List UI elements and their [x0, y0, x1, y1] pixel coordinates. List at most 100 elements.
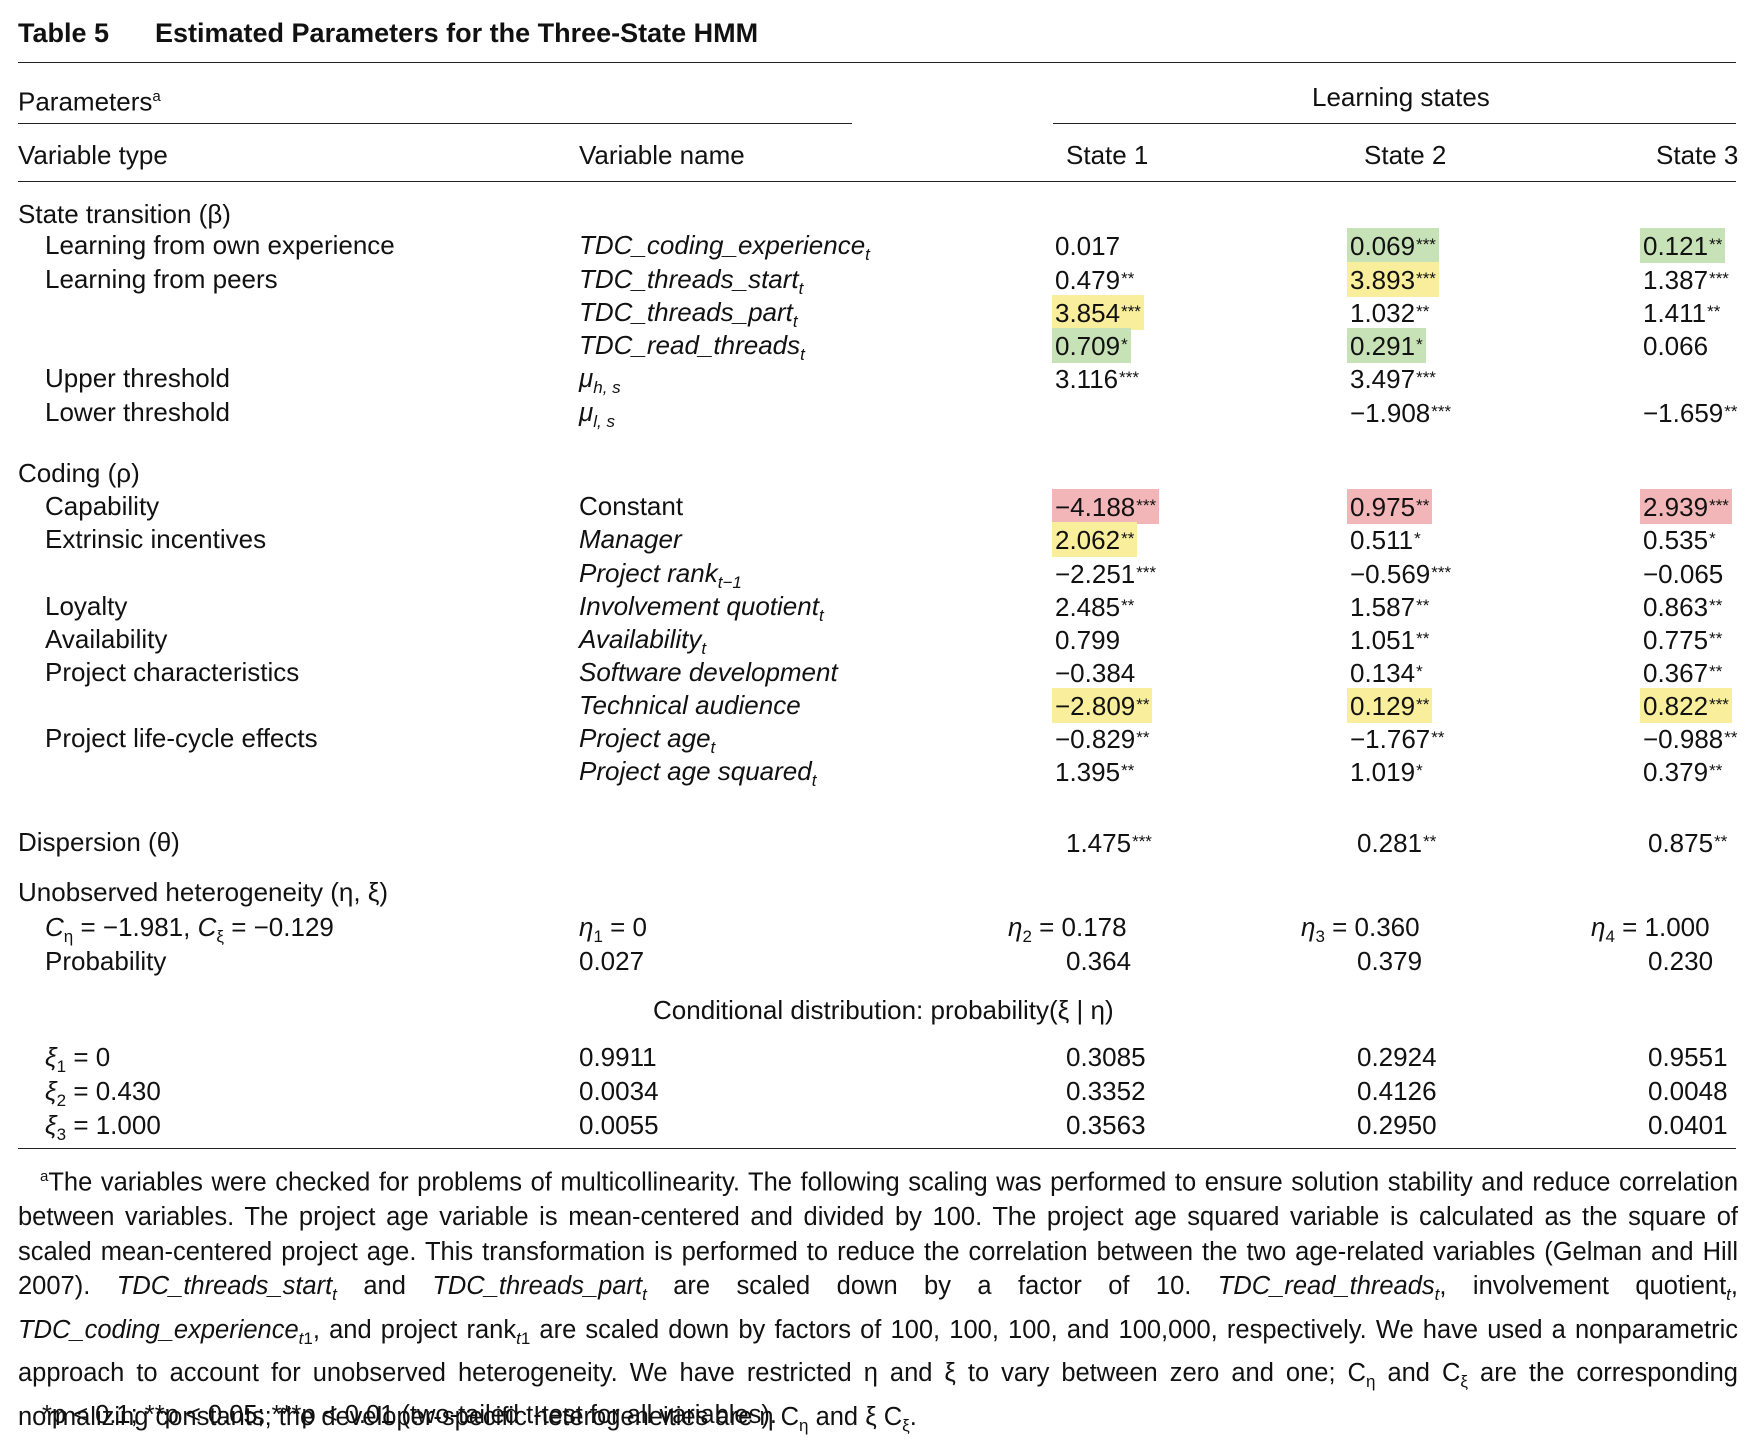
table-row: Technical audience −2.809** 0.129** 0.822**…	[0, 688, 1754, 723]
variable-name: TDC_coding_experiencet	[579, 230, 870, 265]
variable-type-header: Variable type	[18, 140, 168, 170]
xi-label: ξ1 = 0	[45, 1042, 111, 1077]
value-state3: 0.121**	[1640, 228, 1726, 263]
section-unobserved: Unobserved heterogeneity (η, ξ)	[0, 875, 1754, 909]
table-title: Table 5 Estimated Parameters for the Thre…	[18, 18, 758, 49]
variable-name: Project age squaredt	[579, 756, 817, 791]
section-state-transition: State transition (β)	[0, 197, 1754, 231]
header-rule	[18, 181, 1736, 182]
table-row: Capability Constant −4.188*** 0.975** 2.939*…	[0, 489, 1754, 524]
value-state3: 0.822***	[1640, 688, 1732, 723]
value-state3: −0.988**	[1643, 724, 1738, 754]
state3-header: State 3	[1656, 140, 1739, 170]
xi-prob: 0.3352	[1066, 1076, 1146, 1106]
dispersion-state2: 0.281**	[1357, 828, 1437, 858]
table-row: Lower threshold μl, s −1.908*** −1.659**	[0, 395, 1754, 431]
table-footnote: aThe variables were checked for problems…	[18, 1168, 1739, 1435]
table-row: Extrinsic incentives Manager 2.062** 0.511*…	[0, 522, 1754, 557]
state2-header: State 2	[1364, 140, 1447, 170]
value-state2: 1.051**	[1350, 625, 1430, 655]
conditional-distribution-heading: Conditional distribution: probability(ξ …	[0, 993, 1754, 1027]
value-state2: 0.975**	[1347, 489, 1433, 524]
value-state2: 0.134*	[1350, 658, 1423, 688]
variable-name: μh, s	[579, 363, 621, 398]
section-coding: Coding (ρ)	[0, 456, 1754, 490]
xi-prob: 0.0048	[1648, 1076, 1728, 1106]
probability-value: 0.379	[1357, 946, 1423, 976]
value-state2: 0.069***	[1347, 228, 1439, 263]
value-state1: −2.251***	[1055, 559, 1157, 589]
variable-name: Software development	[579, 657, 838, 687]
table-row: Learning from peers TDC_threads_startt 0.4…	[0, 262, 1754, 298]
variable-type: Learning from own experience	[45, 230, 395, 260]
row-dispersion: Dispersion (θ) 1.475*** 0.281** 0.875**	[0, 825, 1754, 859]
value-state1: −2.809**	[1052, 688, 1153, 723]
parameters-underline	[18, 123, 852, 124]
variable-name-header: Variable name	[579, 140, 745, 170]
variable-name: Project rankt−1	[579, 558, 742, 593]
value-state1: −0.384	[1055, 658, 1136, 688]
probability-value: 0.027	[579, 946, 645, 976]
bottom-rule	[18, 1148, 1736, 1149]
variable-name: Involvement quotientt	[579, 591, 824, 626]
section-label: Dispersion (θ)	[18, 827, 180, 857]
value-state3: −0.065	[1643, 559, 1724, 589]
value-state2: 0.291*	[1347, 328, 1426, 363]
value-state1: 0.017	[1055, 231, 1121, 261]
table-row: Upper threshold μh, s 3.116*** 3.497***	[0, 361, 1754, 397]
state1-header: State 1	[1066, 140, 1149, 170]
value-state2: 3.893***	[1347, 262, 1439, 297]
section-label: Unobserved heterogeneity (η, ξ)	[18, 877, 389, 907]
variable-name: TDC_threads_partt	[579, 297, 798, 332]
eta2: η2 = 0.178	[1008, 912, 1127, 947]
xi-prob: 0.2950	[1357, 1110, 1437, 1140]
variable-type: Upper threshold	[45, 363, 230, 393]
value-state3: 1.387***	[1643, 265, 1729, 295]
xi-prob: 0.9551	[1648, 1042, 1728, 1072]
value-state2: −1.908***	[1350, 398, 1452, 428]
value-state2: 1.032**	[1350, 298, 1430, 328]
row-probability: Probability 0.027 0.364 0.379 0.230	[0, 944, 1754, 978]
value-state2: −1.767**	[1350, 724, 1445, 754]
variable-type: Loyalty	[45, 591, 128, 621]
eta3: η3 = 0.360	[1301, 912, 1420, 947]
value-state2: 0.129**	[1347, 688, 1433, 723]
dispersion-state3: 0.875**	[1648, 828, 1728, 858]
variable-type: Project life-cycle effects	[45, 723, 318, 753]
value-state2: 3.497***	[1350, 364, 1436, 394]
value-state3: 0.066	[1643, 331, 1709, 361]
dispersion-state1: 1.475***	[1066, 828, 1152, 858]
xi-prob: 0.3563	[1066, 1110, 1146, 1140]
learning-states-header: Learning states	[1312, 82, 1490, 112]
xi-row: ξ3 = 1.000 0.0055 0.3563 0.2950 0.0401	[0, 1108, 1754, 1144]
value-state1: −4.188***	[1052, 489, 1160, 524]
variable-name: Technical audience	[579, 690, 801, 720]
value-state1: 0.479**	[1055, 265, 1135, 295]
significance-note: *p < 0.1; **p < 0.05; ***p < 0.01 (two-t…	[42, 1401, 777, 1429]
probability-value: 0.364	[1066, 946, 1132, 976]
xi-prob: 0.3085	[1066, 1042, 1146, 1072]
variable-name: Manager	[579, 524, 682, 554]
value-state1: 1.395**	[1055, 757, 1135, 787]
xi-prob: 0.0034	[579, 1076, 659, 1106]
table-row: Project rankt−1 −2.251*** −0.569*** −0.065	[0, 556, 1754, 592]
variable-type: Project characteristics	[45, 657, 300, 687]
table-row: TDC_threads_partt 3.854*** 1.032** 1.411**	[0, 295, 1754, 331]
xi-row: ξ1 = 0 0.9911 0.3085 0.2924 0.9551	[0, 1040, 1754, 1076]
xi-prob: 0.0401	[1648, 1110, 1728, 1140]
xi-prob: 0.0055	[579, 1110, 659, 1140]
variable-name: Project aget	[579, 723, 716, 758]
value-state1: 2.485**	[1055, 592, 1135, 622]
value-state3: 1.411**	[1643, 298, 1721, 328]
states-underline	[1053, 123, 1736, 124]
variable-name: Constant	[579, 491, 684, 521]
value-state3: 0.379**	[1643, 757, 1723, 787]
variable-name: Availabilityt	[579, 624, 707, 659]
value-state3: −1.659**	[1643, 398, 1738, 428]
xi-row: ξ2 = 0.430 0.0034 0.3352 0.4126 0.0048	[0, 1074, 1754, 1110]
value-state1: 2.062**	[1052, 522, 1138, 557]
value-state3: 0.775**	[1643, 625, 1723, 655]
value-state1: 0.709*	[1052, 328, 1131, 363]
probability-value: 0.230	[1648, 946, 1714, 976]
section-label: State transition (β)	[18, 199, 231, 229]
